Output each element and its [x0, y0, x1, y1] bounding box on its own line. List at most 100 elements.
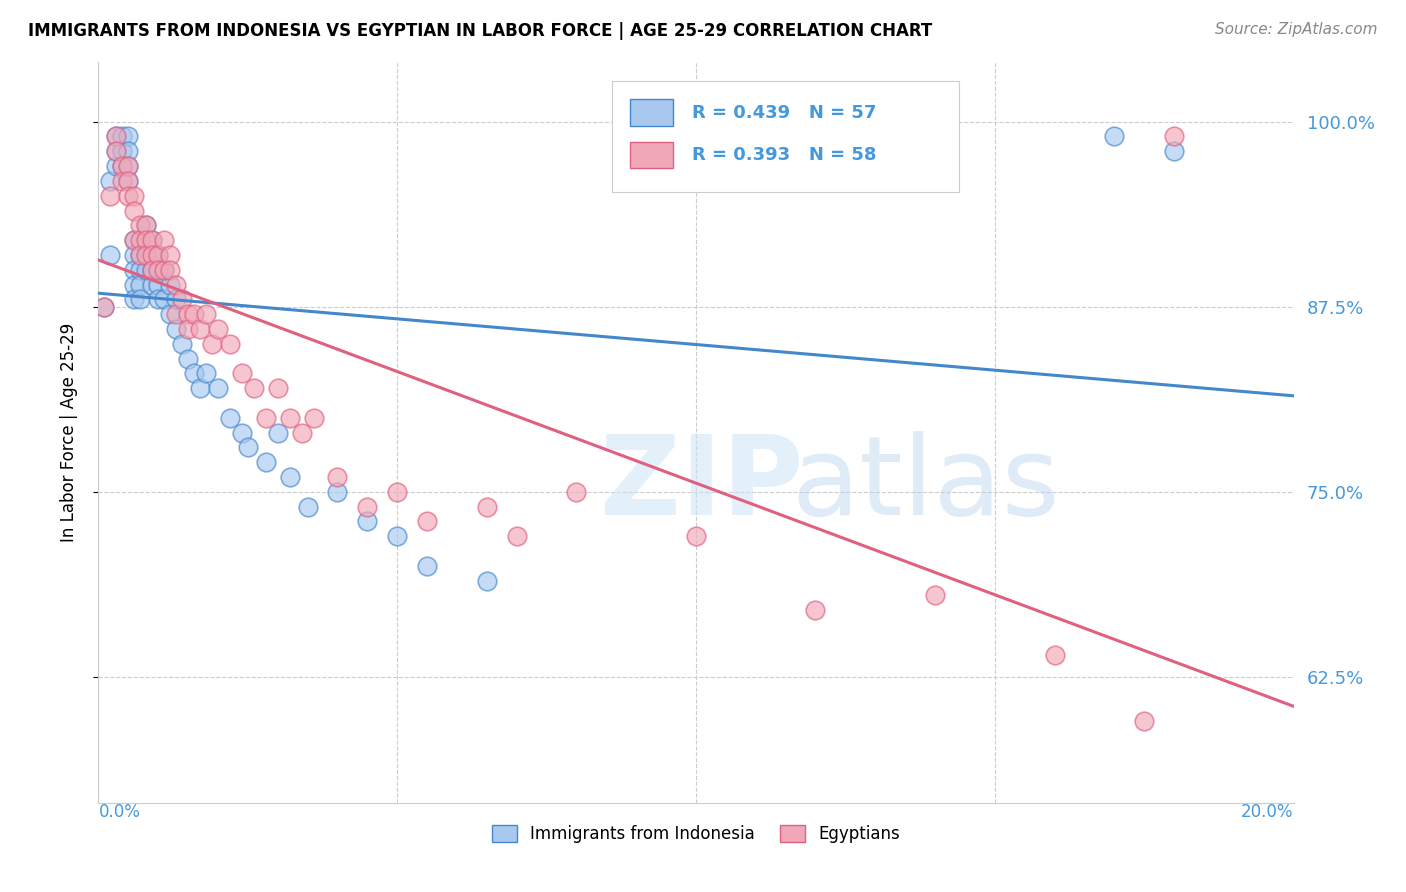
Point [165, 293, 187, 307]
Point [254, 410, 277, 425]
Point [326, 470, 349, 484]
Point [141, 277, 163, 292]
Point [291, 425, 314, 440]
Point [135, 219, 157, 233]
Point [98, 248, 122, 262]
Point [1133, 714, 1156, 729]
Point [148, 293, 170, 307]
Point [267, 381, 290, 395]
FancyBboxPatch shape [630, 142, 673, 169]
Point [1104, 129, 1126, 144]
Point [135, 248, 157, 262]
Legend: Immigrants from Indonesia, Egyptians: Immigrants from Indonesia, Egyptians [485, 819, 907, 850]
Point [219, 336, 242, 351]
Point [159, 277, 181, 292]
Point [124, 233, 146, 247]
Point [172, 293, 194, 307]
Point [124, 277, 146, 292]
Point [105, 145, 128, 159]
Point [385, 484, 409, 499]
Point [93, 300, 115, 314]
Point [141, 233, 163, 247]
Point [159, 307, 181, 321]
Point [124, 293, 146, 307]
Point [236, 441, 259, 455]
Point [153, 262, 176, 277]
Point [153, 293, 176, 307]
Point [177, 351, 200, 366]
Point [165, 322, 187, 336]
Text: IMMIGRANTS FROM INDONESIA VS EGYPTIAN IN LABOR FORCE | AGE 25-29 CORRELATION CHA: IMMIGRANTS FROM INDONESIA VS EGYPTIAN IN… [28, 22, 932, 40]
Point [188, 381, 211, 395]
Text: R = 0.439   N = 57: R = 0.439 N = 57 [692, 103, 877, 122]
Point [98, 174, 122, 188]
Point [124, 248, 146, 262]
Point [207, 322, 229, 336]
Point [124, 262, 146, 277]
Point [201, 336, 224, 351]
Point [416, 515, 439, 529]
Point [195, 367, 218, 381]
Text: Source: ZipAtlas.com: Source: ZipAtlas.com [1215, 22, 1378, 37]
Point [188, 322, 211, 336]
Point [148, 248, 170, 262]
Point [129, 248, 152, 262]
Point [117, 145, 139, 159]
Point [385, 529, 409, 543]
Point [177, 307, 200, 321]
Point [105, 159, 128, 173]
Point [475, 500, 498, 514]
Point [117, 174, 139, 188]
Point [141, 262, 163, 277]
Point [1163, 145, 1185, 159]
Point [105, 145, 128, 159]
Text: R = 0.393   N = 58: R = 0.393 N = 58 [692, 146, 877, 164]
Point [153, 233, 176, 247]
Point [124, 188, 146, 202]
Text: 0.0%: 0.0% [98, 803, 141, 821]
Point [129, 248, 152, 262]
Point [111, 129, 134, 144]
Point [1043, 648, 1066, 662]
Point [356, 500, 378, 514]
Point [356, 515, 378, 529]
Point [159, 248, 181, 262]
Point [111, 145, 134, 159]
Point [98, 188, 122, 202]
Point [254, 455, 277, 469]
Point [231, 425, 253, 440]
Point [111, 159, 134, 173]
Point [183, 307, 205, 321]
Point [111, 159, 134, 173]
Point [135, 262, 157, 277]
Point [135, 233, 157, 247]
Point [475, 574, 498, 588]
Point [924, 589, 946, 603]
Point [153, 262, 176, 277]
Point [117, 159, 139, 173]
Point [326, 484, 349, 499]
Text: ZIP: ZIP [600, 431, 804, 538]
Point [117, 129, 139, 144]
Text: 20.0%: 20.0% [1241, 803, 1294, 821]
Point [93, 300, 115, 314]
Point [267, 425, 290, 440]
Point [105, 129, 128, 144]
Point [129, 262, 152, 277]
Point [219, 410, 242, 425]
Point [1163, 129, 1185, 144]
Point [148, 248, 170, 262]
Point [135, 219, 157, 233]
Point [195, 307, 218, 321]
Point [141, 233, 163, 247]
Point [165, 307, 187, 321]
Point [117, 174, 139, 188]
Point [804, 603, 827, 617]
Point [141, 262, 163, 277]
Point [506, 529, 529, 543]
Text: atlas: atlas [792, 431, 1060, 538]
Point [278, 470, 301, 484]
Point [111, 174, 134, 188]
Point [172, 336, 194, 351]
Point [302, 410, 325, 425]
